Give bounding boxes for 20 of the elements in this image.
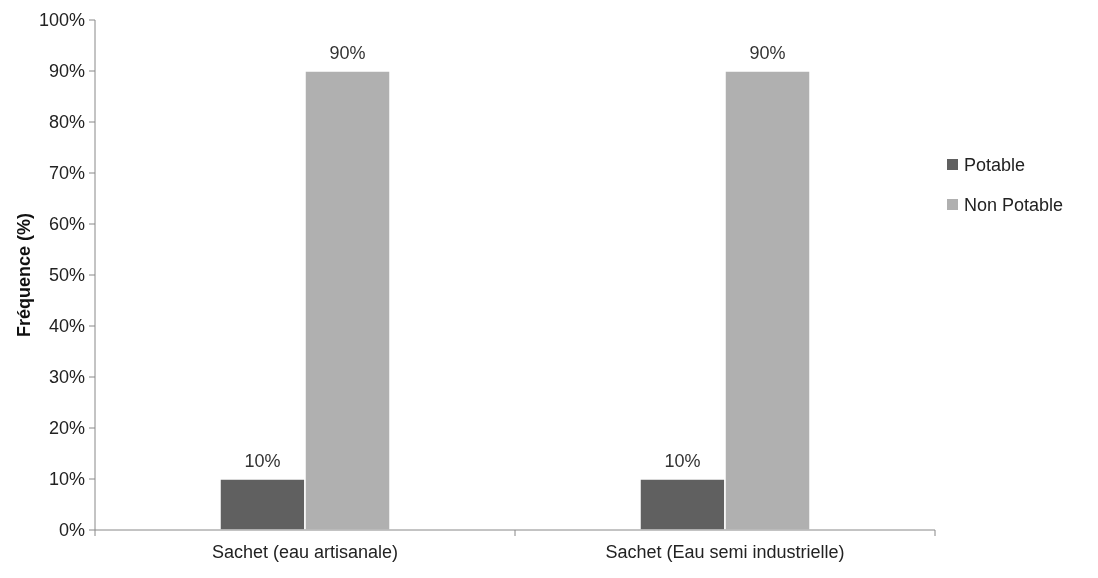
- data-label: 10%: [244, 451, 281, 471]
- y-tick-label: 100%: [38, 10, 85, 31]
- y-tick-label: 60%: [48, 214, 85, 235]
- legend-label: Potable: [964, 155, 1026, 176]
- data-label: 10%: [664, 451, 701, 471]
- x-tick-label: Sachet (eau artisanale): [211, 542, 399, 562]
- y-tick-label: 0%: [58, 520, 85, 541]
- y-axis-title: Fréquence (%): [14, 212, 34, 338]
- y-tick-label: 90%: [48, 61, 85, 82]
- y-tick-label: 10%: [48, 469, 85, 490]
- y-tick-label: 50%: [48, 265, 85, 286]
- data-label: 90%: [329, 43, 366, 63]
- y-tick-label: 70%: [48, 163, 85, 184]
- y-tick-label: 80%: [48, 112, 85, 133]
- x-tick-label: Sachet (Eau semi industrielle): [605, 542, 845, 562]
- y-tick-label: 40%: [48, 316, 85, 337]
- y-tick-label: 20%: [48, 418, 85, 439]
- data-label: 90%: [749, 43, 786, 63]
- legend-label: Non Potable: [964, 195, 1064, 216]
- y-tick-label: 30%: [48, 367, 85, 388]
